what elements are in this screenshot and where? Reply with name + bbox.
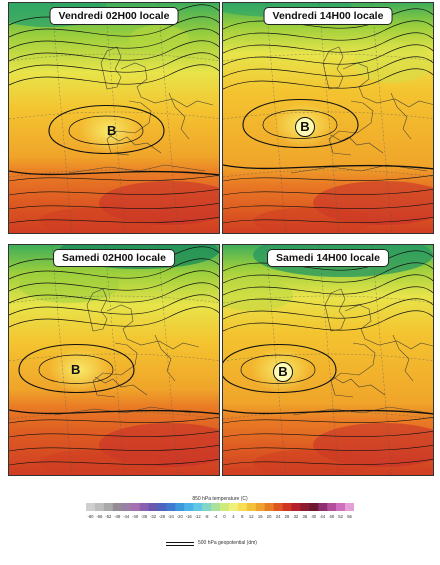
geopotential-legend-label: 500 hPa geopotential (dm) [198, 540, 257, 546]
colorbar-tick-label: -24 [168, 514, 175, 519]
colorbar-swatch [139, 503, 149, 511]
colorbar-tick-label: 48 [329, 514, 334, 519]
colorbar-swatch [193, 503, 203, 511]
colorbar-swatch [112, 503, 123, 511]
colorbar-swatch [282, 503, 292, 511]
colorbar-swatch [121, 503, 131, 511]
colorbar-tick-label: 36 [303, 514, 308, 519]
colorbar-tick-label: 56 [347, 514, 352, 519]
panel-title: Samedi 02H00 locale [53, 249, 175, 267]
colorbar-tick-label: -12 [195, 514, 202, 519]
colorbar-swatch [211, 503, 221, 511]
colorbar-tick-label: 16 [258, 514, 263, 519]
colorbar-tick-label: 40 [311, 514, 316, 519]
map-panel-vendredi-14h: B Vendredi 14H00 locale [222, 2, 434, 234]
panel-title: Vendredi 02H00 locale [49, 7, 179, 25]
low-pressure-label: B [295, 117, 315, 137]
colorbar-tick-label: -40 [132, 514, 139, 519]
colorbar-swatch [103, 503, 114, 511]
colorbar-tick-label: -36 [141, 514, 148, 519]
colorbar-tick-label: 0 [223, 514, 226, 519]
colorbar-swatch [345, 503, 354, 511]
colorbar-tick-label: 20 [267, 514, 272, 519]
colorbar-tick-label: -20 [177, 514, 184, 519]
colorbar-swatch [327, 503, 337, 511]
colorbar-tick-label: -32 [150, 514, 157, 519]
panel-title: Vendredi 14H00 locale [263, 7, 393, 25]
colorbar-swatch [157, 503, 167, 511]
colorbar-swatch [228, 503, 239, 511]
colorbar-tick-label: -56 [96, 514, 103, 519]
colorbar-tick-label: -44 [123, 514, 130, 519]
colorbar-swatch [94, 503, 105, 511]
geopotential-line-sample [166, 542, 194, 546]
colorbar-swatch [309, 503, 319, 511]
low-pressure-label: B [273, 362, 293, 382]
colorbar-swatch [130, 503, 140, 511]
low-pressure-label: B [107, 123, 117, 138]
colorbar-tick-label: -8 [205, 514, 209, 519]
colorbar-swatch [175, 503, 185, 511]
colorbar-tick-label: -52 [105, 514, 112, 519]
panel-title: Samedi 14H00 locale [267, 249, 389, 267]
low-pressure-label: B [71, 362, 81, 377]
colorbar-tick-label: -60 [87, 514, 94, 519]
colorbar-tick-label: -4 [214, 514, 218, 519]
map-panel-samedi-14h: B Samedi 14H00 locale [222, 244, 434, 476]
colorbar-swatch [273, 503, 283, 511]
colorbar-swatch [291, 503, 301, 511]
colorbar-swatch [148, 503, 158, 511]
colorbar-tick-label: 32 [294, 514, 299, 519]
colorbar-swatch [318, 503, 328, 511]
map-panel-samedi-02h: B Samedi 02H00 locale [8, 244, 220, 476]
colorbar-swatch [166, 503, 176, 511]
colorbar-tick-label: -16 [186, 514, 193, 519]
colorbar-swatch [336, 503, 346, 511]
colorbar-swatch [237, 503, 248, 511]
colorbar-swatch [184, 503, 194, 511]
colorbar-swatch [264, 503, 274, 511]
colorbar-tick-label: 44 [320, 514, 325, 519]
colorbar-swatch [86, 503, 96, 511]
colorbar-tick-label: 24 [276, 514, 281, 519]
colorbar-tick-labels: -60 -56 -52 -48 -44 -40 -36 -32 -28 -24 -20 -16 -12-… [87, 514, 352, 519]
colorbar-tick-label: 52 [338, 514, 343, 519]
colorbar-swatch [202, 503, 212, 511]
colorbar-swatch [300, 503, 310, 511]
colorbar-tick-label: -28 [159, 514, 166, 519]
colorbar-tick-label: -48 [114, 514, 121, 519]
temperature-legend-title: 850 hPa temperature (C) [192, 496, 248, 502]
colorbar-swatch [255, 503, 265, 511]
colorbar-tick-label: 28 [285, 514, 290, 519]
temperature-colorbar [86, 503, 354, 511]
map-panel-vendredi-02h: B Vendredi 02H00 locale [8, 2, 220, 234]
colorbar-tick-label: 4 [232, 514, 235, 519]
colorbar-swatch [220, 503, 230, 511]
colorbar-swatch [246, 503, 257, 511]
colorbar-tick-label: 12 [249, 514, 254, 519]
colorbar-tick-label: 8 [241, 514, 244, 519]
